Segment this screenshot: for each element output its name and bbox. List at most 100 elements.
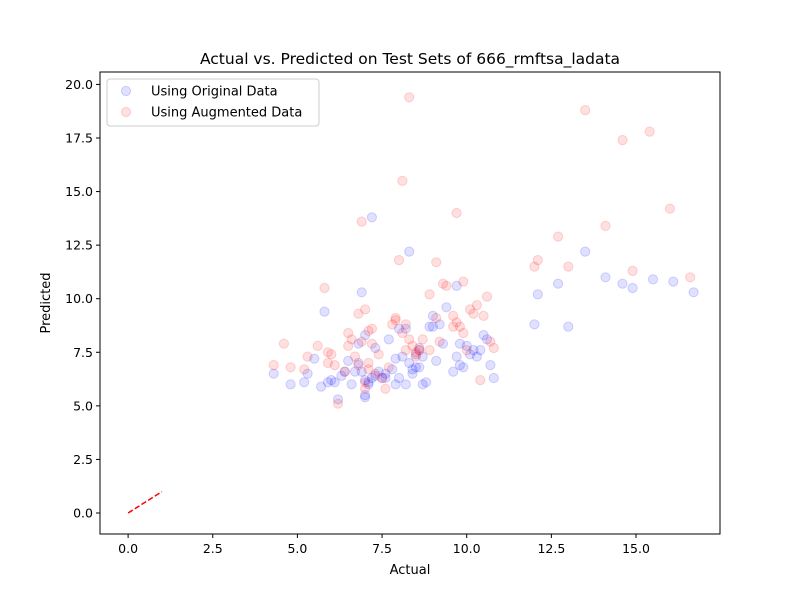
data-point [441,302,452,313]
data-point [454,360,465,371]
data-point [471,351,482,362]
x-tick-label: 2.5 [203,541,223,556]
data-point [339,366,350,377]
data-point [644,126,655,137]
data-point [424,345,435,356]
data-point [529,261,540,272]
data-point [326,375,337,386]
data-point [363,364,374,375]
data-point [397,327,408,339]
reference-line [127,490,163,514]
data-point [332,394,344,405]
data-point [346,334,357,345]
data-point [427,310,438,321]
data-point [370,342,381,354]
plot-frame [99,71,721,535]
data-point [353,357,364,369]
y-axis-label: Predicted [39,272,54,333]
data-point [268,360,279,371]
data-point [349,366,361,377]
data-point [417,334,428,345]
data-point [366,212,377,223]
data-point [563,261,574,272]
data-point [404,357,415,369]
data-point [481,291,493,302]
data-point [363,357,374,369]
x-tick-label: 5.0 [287,541,307,556]
data-point [316,381,327,392]
data-point [360,304,371,315]
data-point [322,377,333,388]
data-point [343,327,354,339]
data-point [268,368,279,379]
data-point [410,347,421,358]
data-point [465,304,476,315]
data-point [478,310,489,321]
data-point [664,203,676,214]
data-point [356,336,367,347]
data-point [299,377,310,388]
data-point [485,360,496,371]
data-point [431,257,442,268]
data-point [353,360,364,371]
data-point [400,345,411,356]
data-point [580,105,591,116]
data-point [424,289,435,300]
data-point [451,280,462,291]
data-point [441,280,452,291]
data-point [448,366,459,377]
y-tick-label: 5.0 [73,398,93,413]
data-point [366,323,377,334]
data-point [647,274,659,285]
legend-label: Using Augmented Data [151,106,302,121]
y-tick-label: 2.5 [73,452,93,467]
data-point [668,276,679,287]
data-point [309,353,320,364]
data-point [417,351,428,362]
data-point [424,321,435,332]
data-point [437,338,449,349]
data-point [421,377,432,388]
data-point [475,375,486,386]
data-point [407,368,418,379]
data-point [285,379,296,390]
data-point [451,207,462,219]
data-point [400,319,411,330]
x-tick-label: 15.0 [622,541,650,556]
data-point [468,345,479,356]
data-point [363,379,374,390]
data-point [349,351,361,362]
series-1 [268,212,699,405]
legend: Using Original Data Using Augmented Data [106,78,320,127]
data-point [458,276,469,287]
data-point [336,370,347,381]
data-point [458,327,469,339]
data-point [410,362,421,373]
data-point [451,351,462,362]
data-point [468,308,479,319]
x-axis-label: Actual [390,563,431,578]
data-point [360,383,371,394]
data-point [329,360,340,371]
data-point [383,334,394,345]
data-point [404,246,415,257]
data-point [414,342,425,354]
data-point [380,368,391,379]
data-point [377,372,388,384]
data-point [437,278,449,289]
data-point [465,349,476,360]
data-point [553,278,564,289]
x-tick-label: 0.0 [118,541,138,556]
data-point [356,216,367,227]
data-point [431,312,442,324]
data-point [363,377,374,388]
data-point [458,362,469,373]
data-point [400,323,411,334]
data-point [404,334,415,345]
data-point [329,377,340,388]
data-point [387,319,398,330]
data-point [532,255,543,266]
data-point [370,370,381,381]
data-point [617,135,628,146]
data-point [529,319,540,330]
